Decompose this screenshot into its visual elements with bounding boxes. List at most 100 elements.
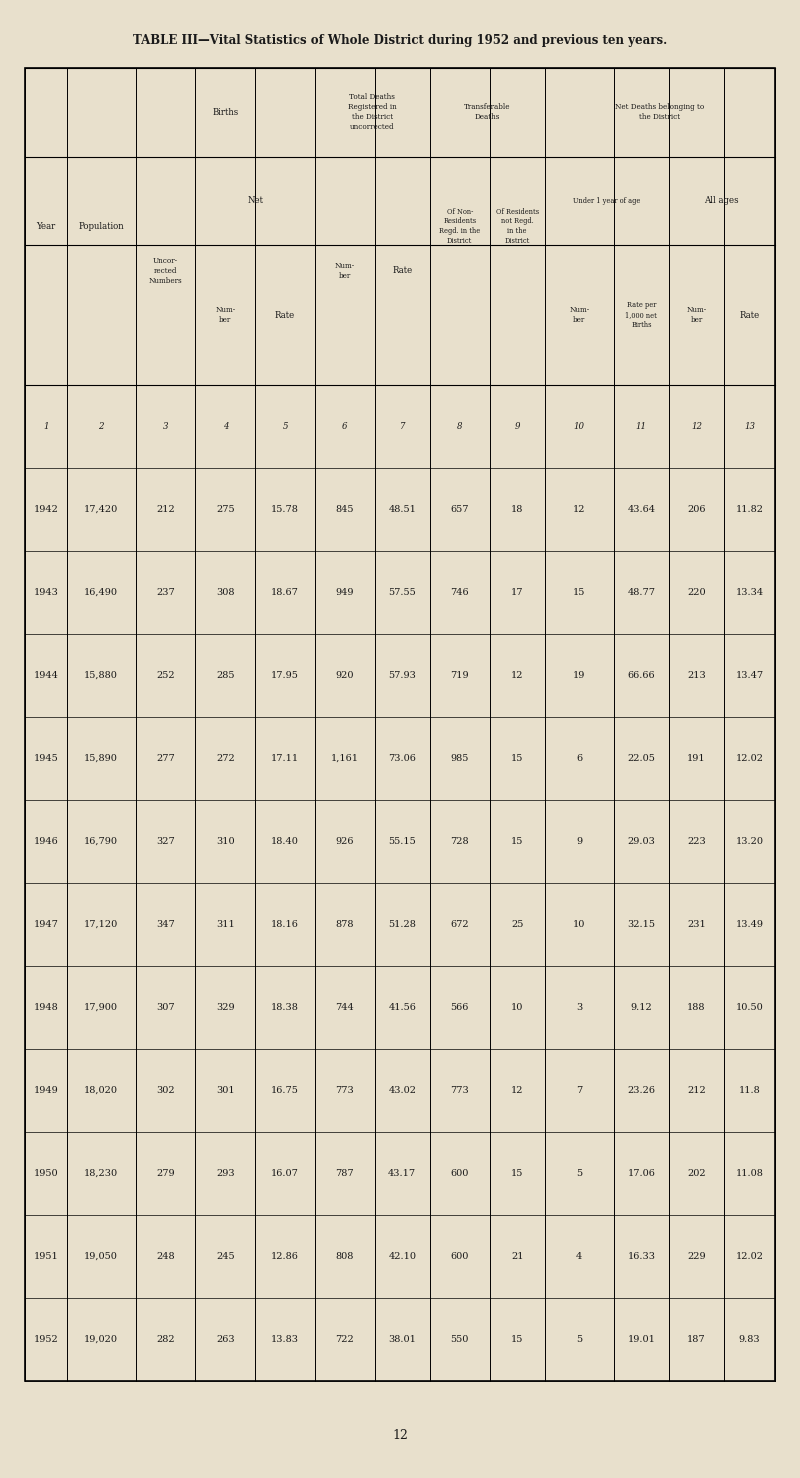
Text: 5: 5 bbox=[282, 421, 288, 432]
Text: 6: 6 bbox=[342, 421, 347, 432]
Text: 285: 285 bbox=[216, 671, 234, 680]
Text: 13.47: 13.47 bbox=[735, 671, 763, 680]
Text: Rate per
1,000 net
Births: Rate per 1,000 net Births bbox=[626, 302, 658, 330]
Text: 11.8: 11.8 bbox=[738, 1086, 760, 1095]
Text: Transferable
Deaths: Transferable Deaths bbox=[464, 103, 510, 121]
Text: 25: 25 bbox=[511, 919, 523, 928]
Text: 282: 282 bbox=[156, 1335, 175, 1344]
Text: 17,120: 17,120 bbox=[84, 919, 118, 928]
Text: 2: 2 bbox=[98, 421, 104, 432]
Text: 21: 21 bbox=[511, 1252, 523, 1261]
Text: 16.33: 16.33 bbox=[627, 1252, 655, 1261]
Text: 12.86: 12.86 bbox=[271, 1252, 299, 1261]
Text: 985: 985 bbox=[450, 754, 469, 763]
Text: 17,900: 17,900 bbox=[84, 1002, 118, 1012]
Text: 248: 248 bbox=[156, 1252, 175, 1261]
Text: 1948: 1948 bbox=[34, 1002, 58, 1012]
Text: 920: 920 bbox=[335, 671, 354, 680]
Text: 12: 12 bbox=[511, 1086, 523, 1095]
Text: Total Deaths
Registered in
the District
uncorrected: Total Deaths Registered in the District … bbox=[348, 93, 397, 132]
Text: 187: 187 bbox=[687, 1335, 706, 1344]
Text: 279: 279 bbox=[156, 1169, 175, 1178]
Text: 1945: 1945 bbox=[34, 754, 58, 763]
Text: 12.02: 12.02 bbox=[735, 754, 763, 763]
Text: 4: 4 bbox=[576, 1252, 582, 1261]
Text: 1944: 1944 bbox=[34, 671, 58, 680]
Text: 18,230: 18,230 bbox=[84, 1169, 118, 1178]
Text: 73.06: 73.06 bbox=[388, 754, 416, 763]
Text: 32.15: 32.15 bbox=[627, 919, 655, 928]
Text: 926: 926 bbox=[335, 837, 354, 845]
Text: 550: 550 bbox=[450, 1335, 469, 1344]
Text: 10: 10 bbox=[574, 421, 585, 432]
Text: 746: 746 bbox=[450, 588, 469, 597]
Text: 1: 1 bbox=[43, 421, 49, 432]
Text: 10: 10 bbox=[511, 1002, 523, 1012]
Text: 11.08: 11.08 bbox=[735, 1169, 763, 1178]
Text: 5: 5 bbox=[576, 1335, 582, 1344]
Text: Rate: Rate bbox=[392, 266, 413, 275]
Text: 16.07: 16.07 bbox=[271, 1169, 299, 1178]
Text: 9: 9 bbox=[514, 421, 520, 432]
Text: 1952: 1952 bbox=[34, 1335, 58, 1344]
Text: 11: 11 bbox=[636, 421, 647, 432]
Text: 19.01: 19.01 bbox=[627, 1335, 655, 1344]
Text: 13.83: 13.83 bbox=[271, 1335, 299, 1344]
Text: 302: 302 bbox=[156, 1086, 175, 1095]
Text: 15: 15 bbox=[511, 1169, 523, 1178]
Text: 10.50: 10.50 bbox=[735, 1002, 763, 1012]
Text: 3: 3 bbox=[576, 1002, 582, 1012]
Text: 275: 275 bbox=[216, 505, 234, 514]
Text: 1947: 1947 bbox=[34, 919, 58, 928]
Text: 15: 15 bbox=[511, 754, 523, 763]
Text: 12.02: 12.02 bbox=[735, 1252, 763, 1261]
Text: 6: 6 bbox=[576, 754, 582, 763]
Text: 13.49: 13.49 bbox=[735, 919, 763, 928]
Text: 566: 566 bbox=[450, 1002, 469, 1012]
Text: Num-
ber: Num- ber bbox=[686, 306, 706, 324]
Text: 949: 949 bbox=[335, 588, 354, 597]
Text: Rate: Rate bbox=[275, 310, 295, 319]
Text: 29.03: 29.03 bbox=[627, 837, 655, 845]
Text: 19,050: 19,050 bbox=[84, 1252, 118, 1261]
Text: 722: 722 bbox=[335, 1335, 354, 1344]
Text: 213: 213 bbox=[687, 671, 706, 680]
Text: 310: 310 bbox=[216, 837, 234, 845]
Text: 277: 277 bbox=[156, 754, 175, 763]
Text: 16.75: 16.75 bbox=[271, 1086, 299, 1095]
Text: Net Deaths belonging to
the District: Net Deaths belonging to the District bbox=[615, 103, 704, 121]
Text: 12: 12 bbox=[392, 1429, 408, 1443]
Text: 1949: 1949 bbox=[34, 1086, 58, 1095]
Text: Births: Births bbox=[212, 108, 238, 117]
Text: 263: 263 bbox=[216, 1335, 234, 1344]
Text: Of Non-
Residents
Regd. in the
District: Of Non- Residents Regd. in the District bbox=[439, 208, 480, 245]
Text: 245: 245 bbox=[216, 1252, 234, 1261]
Text: 212: 212 bbox=[156, 505, 175, 514]
Text: 1942: 1942 bbox=[34, 505, 58, 514]
Text: Num-
ber: Num- ber bbox=[569, 306, 590, 324]
Text: 43.02: 43.02 bbox=[388, 1086, 416, 1095]
Text: 773: 773 bbox=[335, 1086, 354, 1095]
Text: 1,161: 1,161 bbox=[331, 754, 359, 763]
Text: 5: 5 bbox=[576, 1169, 582, 1178]
Text: 13.20: 13.20 bbox=[735, 837, 763, 845]
Text: 7: 7 bbox=[399, 421, 405, 432]
Text: 787: 787 bbox=[335, 1169, 354, 1178]
Text: 1946: 1946 bbox=[34, 837, 58, 845]
Text: 808: 808 bbox=[336, 1252, 354, 1261]
Text: 17.11: 17.11 bbox=[271, 754, 299, 763]
Text: 42.10: 42.10 bbox=[388, 1252, 416, 1261]
Text: 600: 600 bbox=[450, 1169, 469, 1178]
Text: 15: 15 bbox=[511, 837, 523, 845]
Text: 7: 7 bbox=[576, 1086, 582, 1095]
Text: 15: 15 bbox=[511, 1335, 523, 1344]
Text: 188: 188 bbox=[687, 1002, 706, 1012]
Text: Under 1 year of age: Under 1 year of age bbox=[573, 197, 641, 205]
Text: Net: Net bbox=[247, 197, 263, 205]
Text: 19: 19 bbox=[573, 671, 586, 680]
Text: 17,420: 17,420 bbox=[84, 505, 118, 514]
Text: 672: 672 bbox=[450, 919, 469, 928]
Bar bbox=[26, 68, 774, 1380]
Text: 19,020: 19,020 bbox=[84, 1335, 118, 1344]
Text: 12: 12 bbox=[691, 421, 702, 432]
